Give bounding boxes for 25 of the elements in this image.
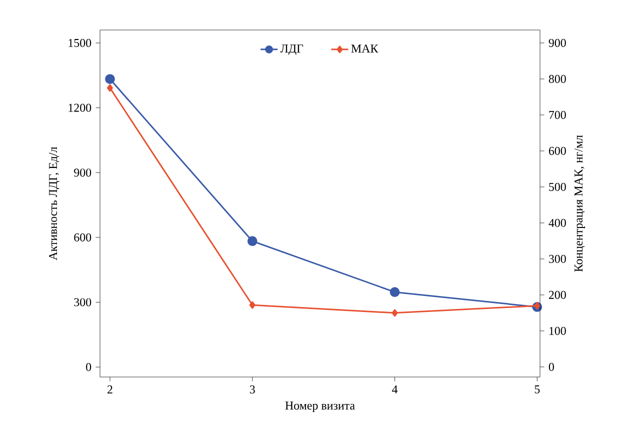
y-tick-label: 1200 [68, 104, 92, 112]
y-axis-title: Активность ЛДГ, Ед/л [49, 146, 60, 260]
y-tick-label: 600 [74, 233, 92, 242]
y-tick-label: 900 [74, 168, 92, 177]
y2-tick-label: 800 [548, 74, 566, 83]
x-tick-label: 5 [534, 385, 540, 394]
y2-tick-label: 400 [548, 218, 566, 227]
y2-tick-label: 300 [549, 254, 566, 263]
x-tick-label: 4 [392, 385, 398, 394]
legend-label: ЛДГ [280, 44, 304, 55]
y2-axis-title: Концентрация МАК, нг/мл [574, 135, 585, 272]
x-tick-label: 3 [250, 385, 255, 394]
y-tick-label: 0 [86, 363, 92, 372]
y2-tick-label: 900 [548, 38, 566, 47]
y2-tick-label: 700 [549, 110, 566, 119]
x-axis-title: Номер визита [285, 402, 355, 412]
y2-tick-label: 100 [549, 326, 566, 335]
y-tick-label: 300 [74, 298, 92, 306]
x-tick-label: 2 [108, 385, 112, 394]
y2-tick-label: 200 [548, 290, 566, 299]
legend-label: МАК [351, 44, 378, 52]
y-tick-label: 1500 [68, 38, 92, 47]
y2-tick-label: 600 [548, 146, 566, 155]
y2-tick-label: 500 [549, 182, 566, 191]
y2-tick-label: 0 [548, 362, 554, 371]
